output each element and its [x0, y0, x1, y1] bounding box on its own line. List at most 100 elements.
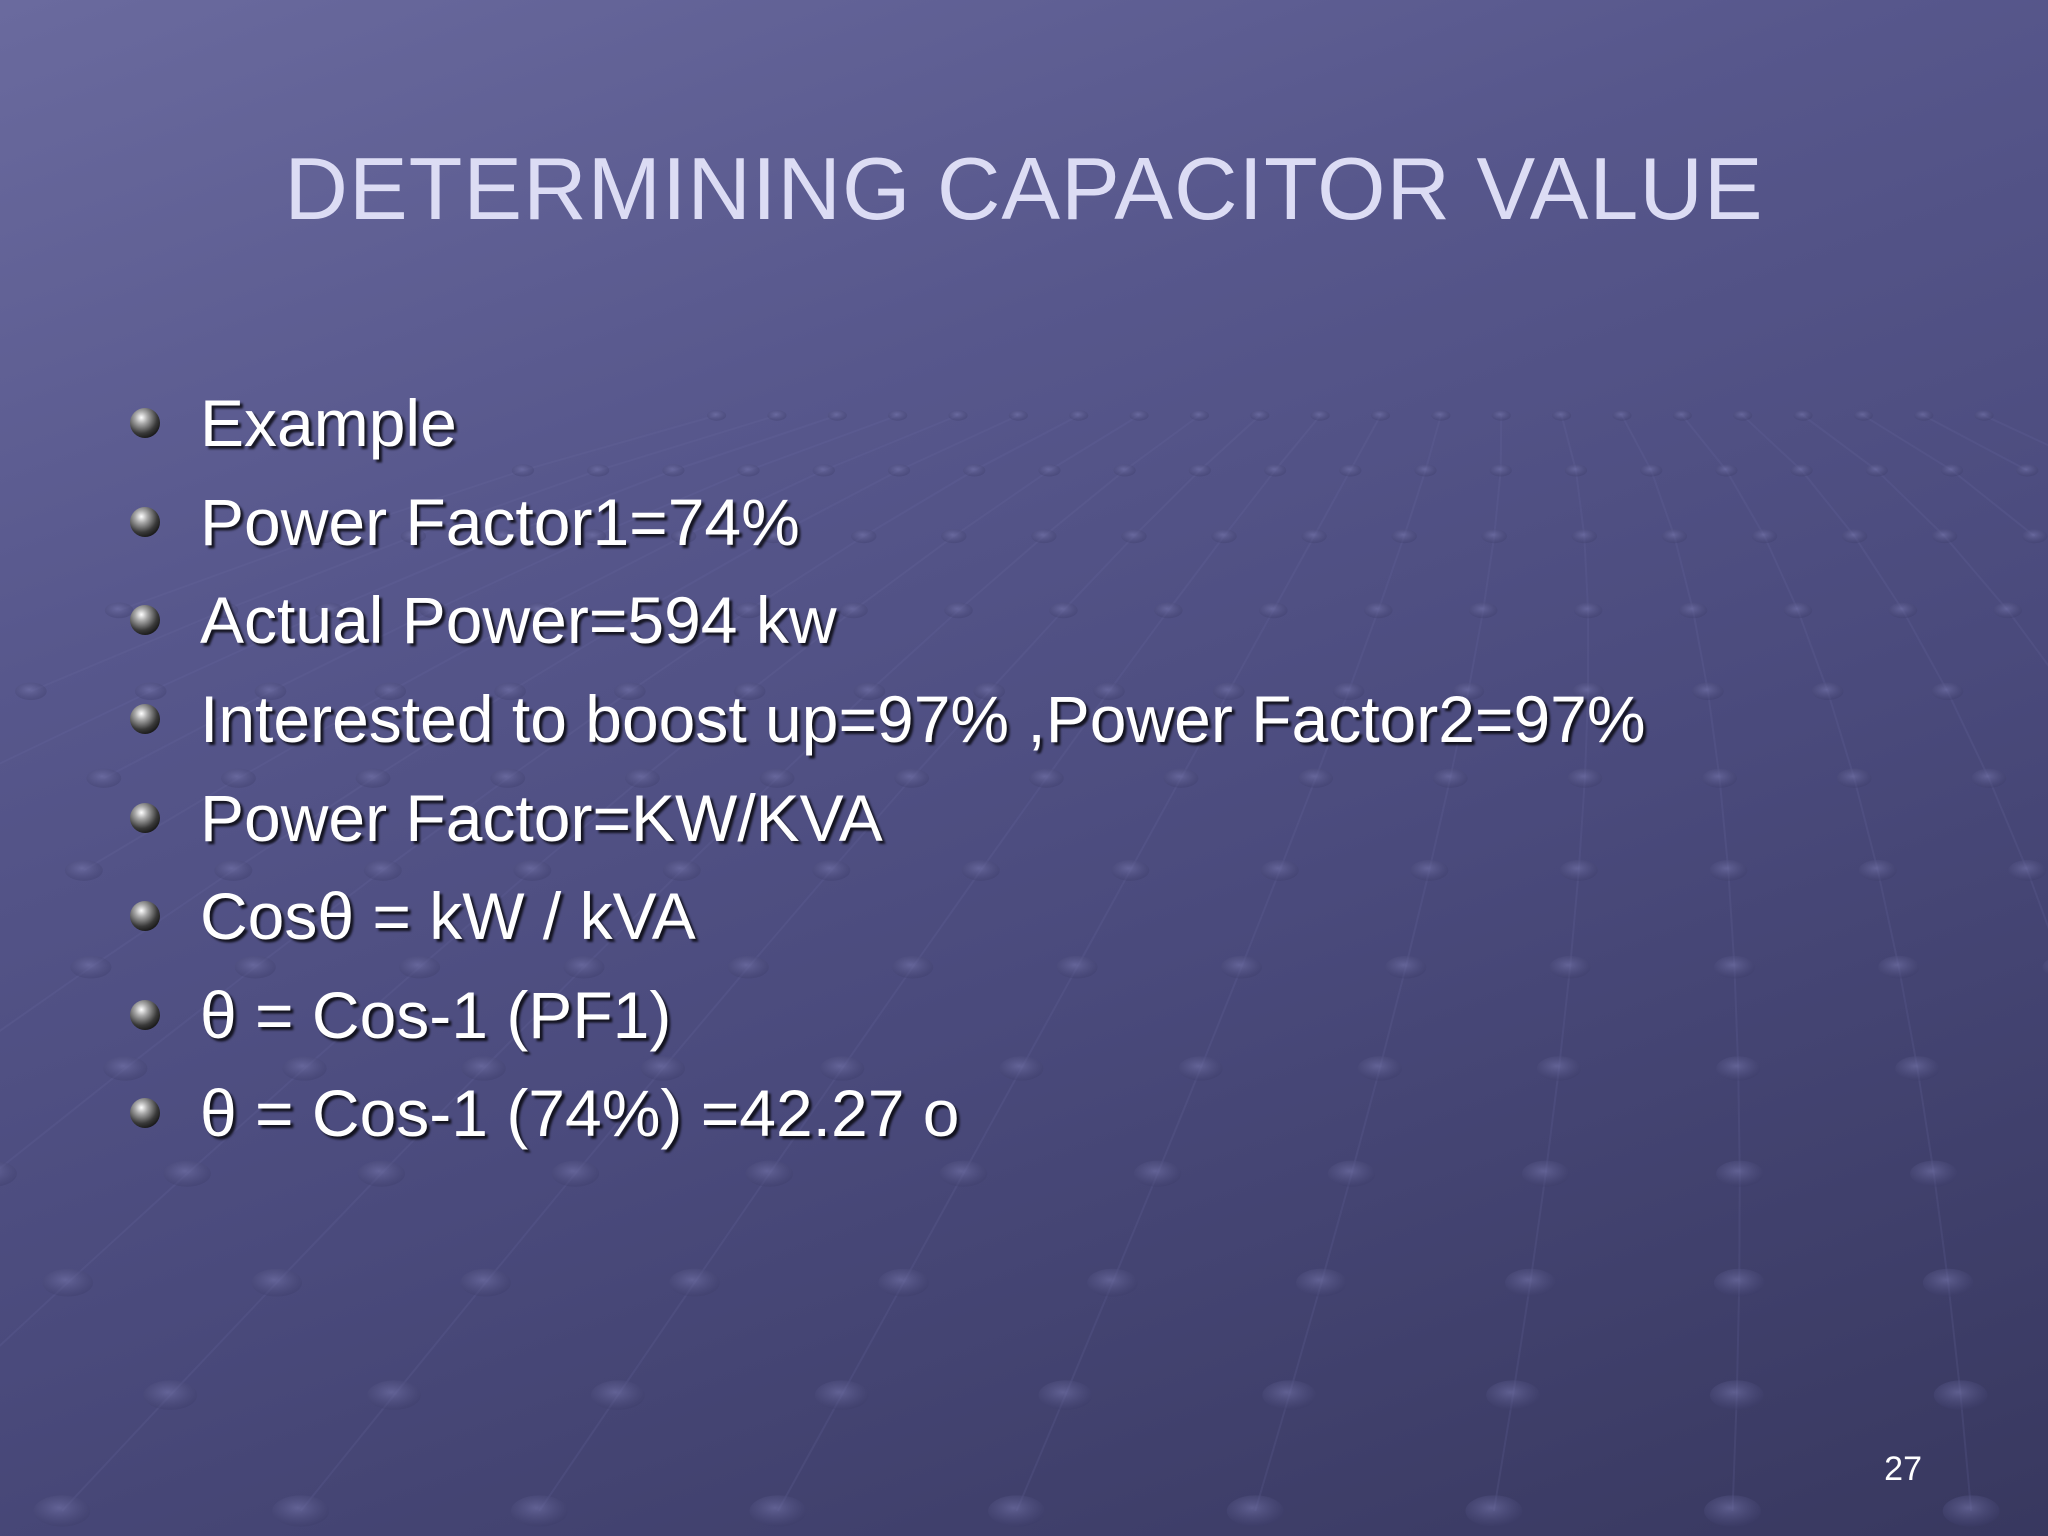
- background-grid-line: [1763, 535, 1799, 611]
- background-grid-line: [617, 1282, 696, 1396]
- background-grid-line: [1512, 1282, 1532, 1396]
- background-grid-line: [748, 535, 865, 612]
- background-dot: [1536, 1056, 1582, 1081]
- background-grid-line: [1428, 778, 1452, 871]
- background-dot: [629, 602, 659, 619]
- background-grid-line: [1897, 967, 1919, 1069]
- background-grid-line: [0, 1281, 69, 1347]
- background-dot: [944, 602, 973, 619]
- background-dot: [1521, 1160, 1570, 1187]
- background-grid-line: [1180, 690, 1230, 779]
- background-grid-line: [1731, 1395, 1738, 1512]
- background-dot: [1111, 859, 1150, 881]
- background-grid-line: [509, 609, 645, 693]
- background-dot: [1211, 529, 1237, 544]
- background-dot: [1031, 529, 1057, 544]
- background-grid-line: [1544, 1068, 1560, 1174]
- background-grid-line: [483, 966, 585, 1070]
- background-grid-line: [1862, 414, 1953, 472]
- background-dot: [1133, 1160, 1182, 1187]
- background-dot: [103, 1056, 148, 1081]
- background-dot: [820, 1056, 865, 1081]
- background-grid-line: [988, 609, 1065, 693]
- background-dot: [1250, 410, 1270, 421]
- background-dot: [662, 464, 685, 477]
- background-dot: [1993, 602, 2023, 619]
- background-grid-line: [1167, 535, 1225, 611]
- background-dot: [591, 1380, 645, 1410]
- background-grid-line: [911, 869, 982, 968]
- background-dot: [490, 529, 517, 544]
- sphere-bullet-icon: [130, 506, 160, 537]
- background-dot: [999, 1056, 1044, 1081]
- background-dot: [1468, 602, 1498, 619]
- background-grid-line: [1876, 469, 1946, 537]
- background-grid-line: [1240, 869, 1281, 968]
- background-dot: [1263, 464, 1287, 477]
- background-grid-line: [418, 869, 533, 968]
- background-grid-line: [522, 414, 717, 472]
- background-grid-line: [303, 966, 421, 1070]
- background-dot: [1212, 682, 1245, 701]
- background-grid-line: [1853, 777, 1879, 871]
- background-grid-line: [1853, 535, 1904, 611]
- background-grid-line: [1199, 414, 1261, 472]
- background-grid-line: [1569, 870, 1580, 968]
- background-dot: [888, 410, 908, 421]
- background-dot: [580, 529, 607, 544]
- background-dot: [357, 1160, 405, 1187]
- background-grid-line: [1076, 869, 1132, 968]
- background-grid-line: [1274, 414, 1321, 472]
- background-grid-line: [1560, 415, 1577, 471]
- background-dot: [749, 1495, 807, 1527]
- background-dot: [1922, 1268, 1974, 1297]
- background-grid-line: [979, 777, 1048, 871]
- background-dot: [734, 602, 763, 619]
- background-grid-line: [223, 535, 414, 612]
- background-dot: [1262, 1380, 1317, 1410]
- background-dot: [1339, 464, 1362, 477]
- background-dot: [1678, 602, 1708, 619]
- background-dot: [733, 682, 766, 701]
- background-grid-line: [1583, 536, 1590, 611]
- background-dot: [1481, 529, 1507, 544]
- background-grid-line: [953, 469, 1051, 538]
- background-grid-line: [593, 469, 749, 538]
- background-grid-line: [67, 1172, 188, 1284]
- background-dot: [1049, 602, 1078, 619]
- background-dot: [1154, 602, 1183, 619]
- bullet-item: Cosθ = kW / kVA: [128, 867, 1646, 966]
- slide-title: DETERMINING CAPACITOR VALUE: [284, 139, 1764, 238]
- background-dot: [1836, 768, 1872, 788]
- background-dot: [640, 1056, 686, 1081]
- background-dot: [963, 464, 986, 477]
- bullet-item: θ = Cos-1 (PF1): [128, 966, 1646, 1065]
- background-grid-line: [83, 777, 239, 872]
- background-dot: [1491, 410, 1511, 421]
- background-dot: [1790, 464, 1813, 477]
- background-dot: [1572, 682, 1604, 701]
- background-grid-line: [1650, 470, 1676, 537]
- background-grid-line: [1349, 414, 1382, 471]
- bullet-list: Example Power Factor1=74% Actual Power=5…: [128, 374, 1646, 1163]
- background-dot: [767, 410, 787, 421]
- background-dot: [1692, 682, 1724, 701]
- background-grid-line: [186, 1067, 306, 1175]
- background-dot: [1113, 464, 1136, 477]
- background-dot: [1260, 859, 1299, 881]
- background-grid-line: [1959, 1395, 1973, 1512]
- background-grid-line: [1467, 610, 1485, 692]
- background-dot: [1841, 529, 1868, 544]
- background-dot: [1751, 529, 1778, 544]
- background-grid-line: [768, 1067, 843, 1175]
- background-grid-line: [1987, 777, 2029, 871]
- background-dot: [892, 955, 934, 979]
- background-grid-line: [1947, 1282, 1962, 1396]
- background-dot: [941, 529, 967, 544]
- background-dot: [1783, 602, 1813, 619]
- background-grid-line: [322, 469, 524, 538]
- background-dot: [363, 859, 402, 881]
- background-dot: [1121, 529, 1147, 544]
- background-dot: [510, 1495, 568, 1527]
- background-grid-line: [910, 690, 990, 779]
